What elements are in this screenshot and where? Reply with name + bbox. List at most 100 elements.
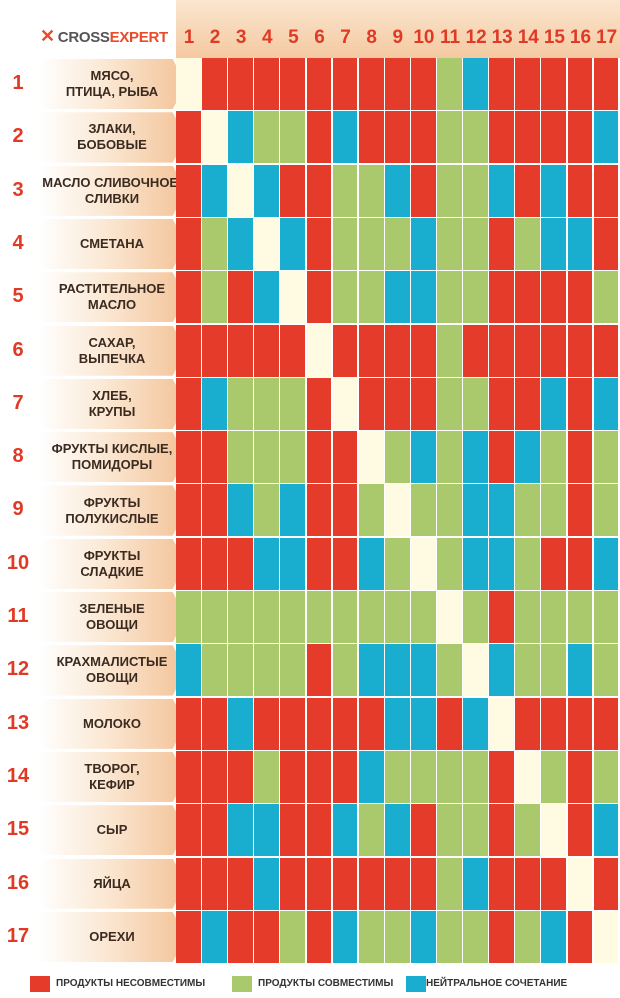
- column-number: 2: [209, 27, 221, 48]
- grid-cell: [254, 164, 280, 217]
- grid-cell: [358, 537, 384, 590]
- row-label: СМЕТАНА: [38, 218, 186, 270]
- grid-cell: [567, 271, 593, 324]
- row-label: МАСЛО СЛИВОЧНОЕ, СЛИВКИ: [38, 165, 186, 216]
- grid-cell: [306, 857, 332, 910]
- grid-cell: [202, 591, 227, 643]
- grid-cell: [358, 591, 384, 643]
- grid-cell: [489, 111, 515, 164]
- grid-cell: [515, 591, 541, 643]
- row-label-line: ЗЕЛЕНЫЕ: [79, 601, 145, 617]
- row-label: МОЛОКО: [38, 698, 186, 749]
- grid-cell: [593, 58, 619, 110]
- grid-cell: [515, 58, 541, 110]
- grid-cell: [463, 431, 488, 484]
- grid-cell: [541, 217, 567, 270]
- grid-cell: [280, 377, 306, 430]
- grid-cell: [463, 164, 488, 217]
- grid-cell: [358, 164, 384, 217]
- grid-cell: [567, 217, 593, 270]
- row-number: 5: [12, 285, 24, 308]
- grid-cell: [358, 750, 384, 803]
- grid-cell: [202, 804, 227, 857]
- grid-cell: [176, 591, 201, 643]
- grid-cell: [463, 644, 488, 697]
- row-label: ЯЙЦА: [38, 858, 186, 909]
- row-label: СЫР: [38, 805, 186, 856]
- grid-cell: [384, 271, 410, 324]
- grid-cell: [437, 750, 462, 803]
- row-label-line: КРУПЫ: [88, 403, 136, 419]
- grid-cell: [202, 537, 227, 590]
- grid-cell: [567, 111, 593, 164]
- row-label-line: СЛАДКИЕ: [80, 563, 144, 579]
- grid-cell: [489, 750, 515, 803]
- grid-cell: [176, 58, 201, 110]
- grid-cell: [567, 164, 593, 217]
- row-label-line: ПТИЦА, РЫБА: [65, 84, 159, 100]
- logo-text-expert: EXPERT: [109, 29, 169, 46]
- grid-cell: [254, 750, 280, 803]
- grid-cell: [541, 431, 567, 484]
- grid-cell: [437, 591, 462, 643]
- grid-cell: [437, 484, 462, 537]
- grid-cell: [437, 217, 462, 270]
- grid-cell: [410, 910, 436, 963]
- grid-cell: [176, 910, 201, 963]
- row-label-line: ФРУКТЫ: [83, 494, 141, 510]
- grid-cell: [228, 697, 254, 750]
- grid-cell: [202, 910, 227, 963]
- grid-cell: [280, 537, 306, 590]
- grid-cell: [489, 58, 515, 110]
- row-label: РАСТИТЕЛЬНОЕ МАСЛО: [38, 272, 186, 323]
- grid-cell: [332, 697, 358, 750]
- grid-cell: [384, 644, 410, 697]
- grid-cell: [593, 431, 619, 484]
- logo-text-cross: CROSS: [57, 29, 110, 46]
- column-number: 14: [517, 27, 539, 48]
- grid-cell: [228, 271, 254, 324]
- grid-cell: [280, 324, 306, 377]
- grid-cell: [410, 537, 436, 590]
- grid-cell: [541, 750, 567, 803]
- row-number: 4: [12, 231, 24, 254]
- grid-cell: [306, 431, 332, 484]
- grid-cell: [176, 804, 201, 857]
- grid-cell: [593, 750, 619, 803]
- grid-cell: [593, 484, 619, 537]
- grid-cell: [384, 857, 410, 910]
- grid-cell: [410, 217, 436, 270]
- grid-cell: [306, 164, 332, 217]
- column-number: 16: [569, 27, 592, 48]
- column-number: 12: [465, 27, 487, 48]
- grid-cell: [228, 431, 254, 484]
- grid-cell: [515, 431, 541, 484]
- grid-cell: [463, 537, 488, 590]
- grid-cell: [332, 910, 358, 963]
- column-number: 13: [491, 27, 513, 48]
- grid-cell: [463, 58, 488, 110]
- grid-cell: [358, 58, 384, 110]
- grid-cell: [593, 644, 619, 697]
- grid-cell: [228, 217, 254, 270]
- grid-cell: [489, 697, 515, 750]
- column-number: 15: [543, 27, 565, 48]
- grid-cell: [515, 537, 541, 590]
- grid-cell: [176, 111, 201, 164]
- grid-cell: [358, 697, 384, 750]
- grid-cell: [463, 111, 488, 164]
- grid-cell: [176, 750, 201, 803]
- grid-cell: [358, 804, 384, 857]
- grid-cell: [463, 910, 488, 963]
- row-label-line: ПОМИДОРЫ: [71, 457, 153, 473]
- column-number: 5: [288, 27, 299, 48]
- grid-cell: [437, 804, 462, 857]
- grid-cell: [384, 804, 410, 857]
- grid-cell: [515, 377, 541, 430]
- grid-cell: [384, 484, 410, 537]
- grid-cell: [463, 591, 488, 643]
- grid-cell: [463, 377, 488, 430]
- grid-cell: [280, 164, 306, 217]
- grid-cell: [332, 271, 358, 324]
- grid-cell: [384, 324, 410, 377]
